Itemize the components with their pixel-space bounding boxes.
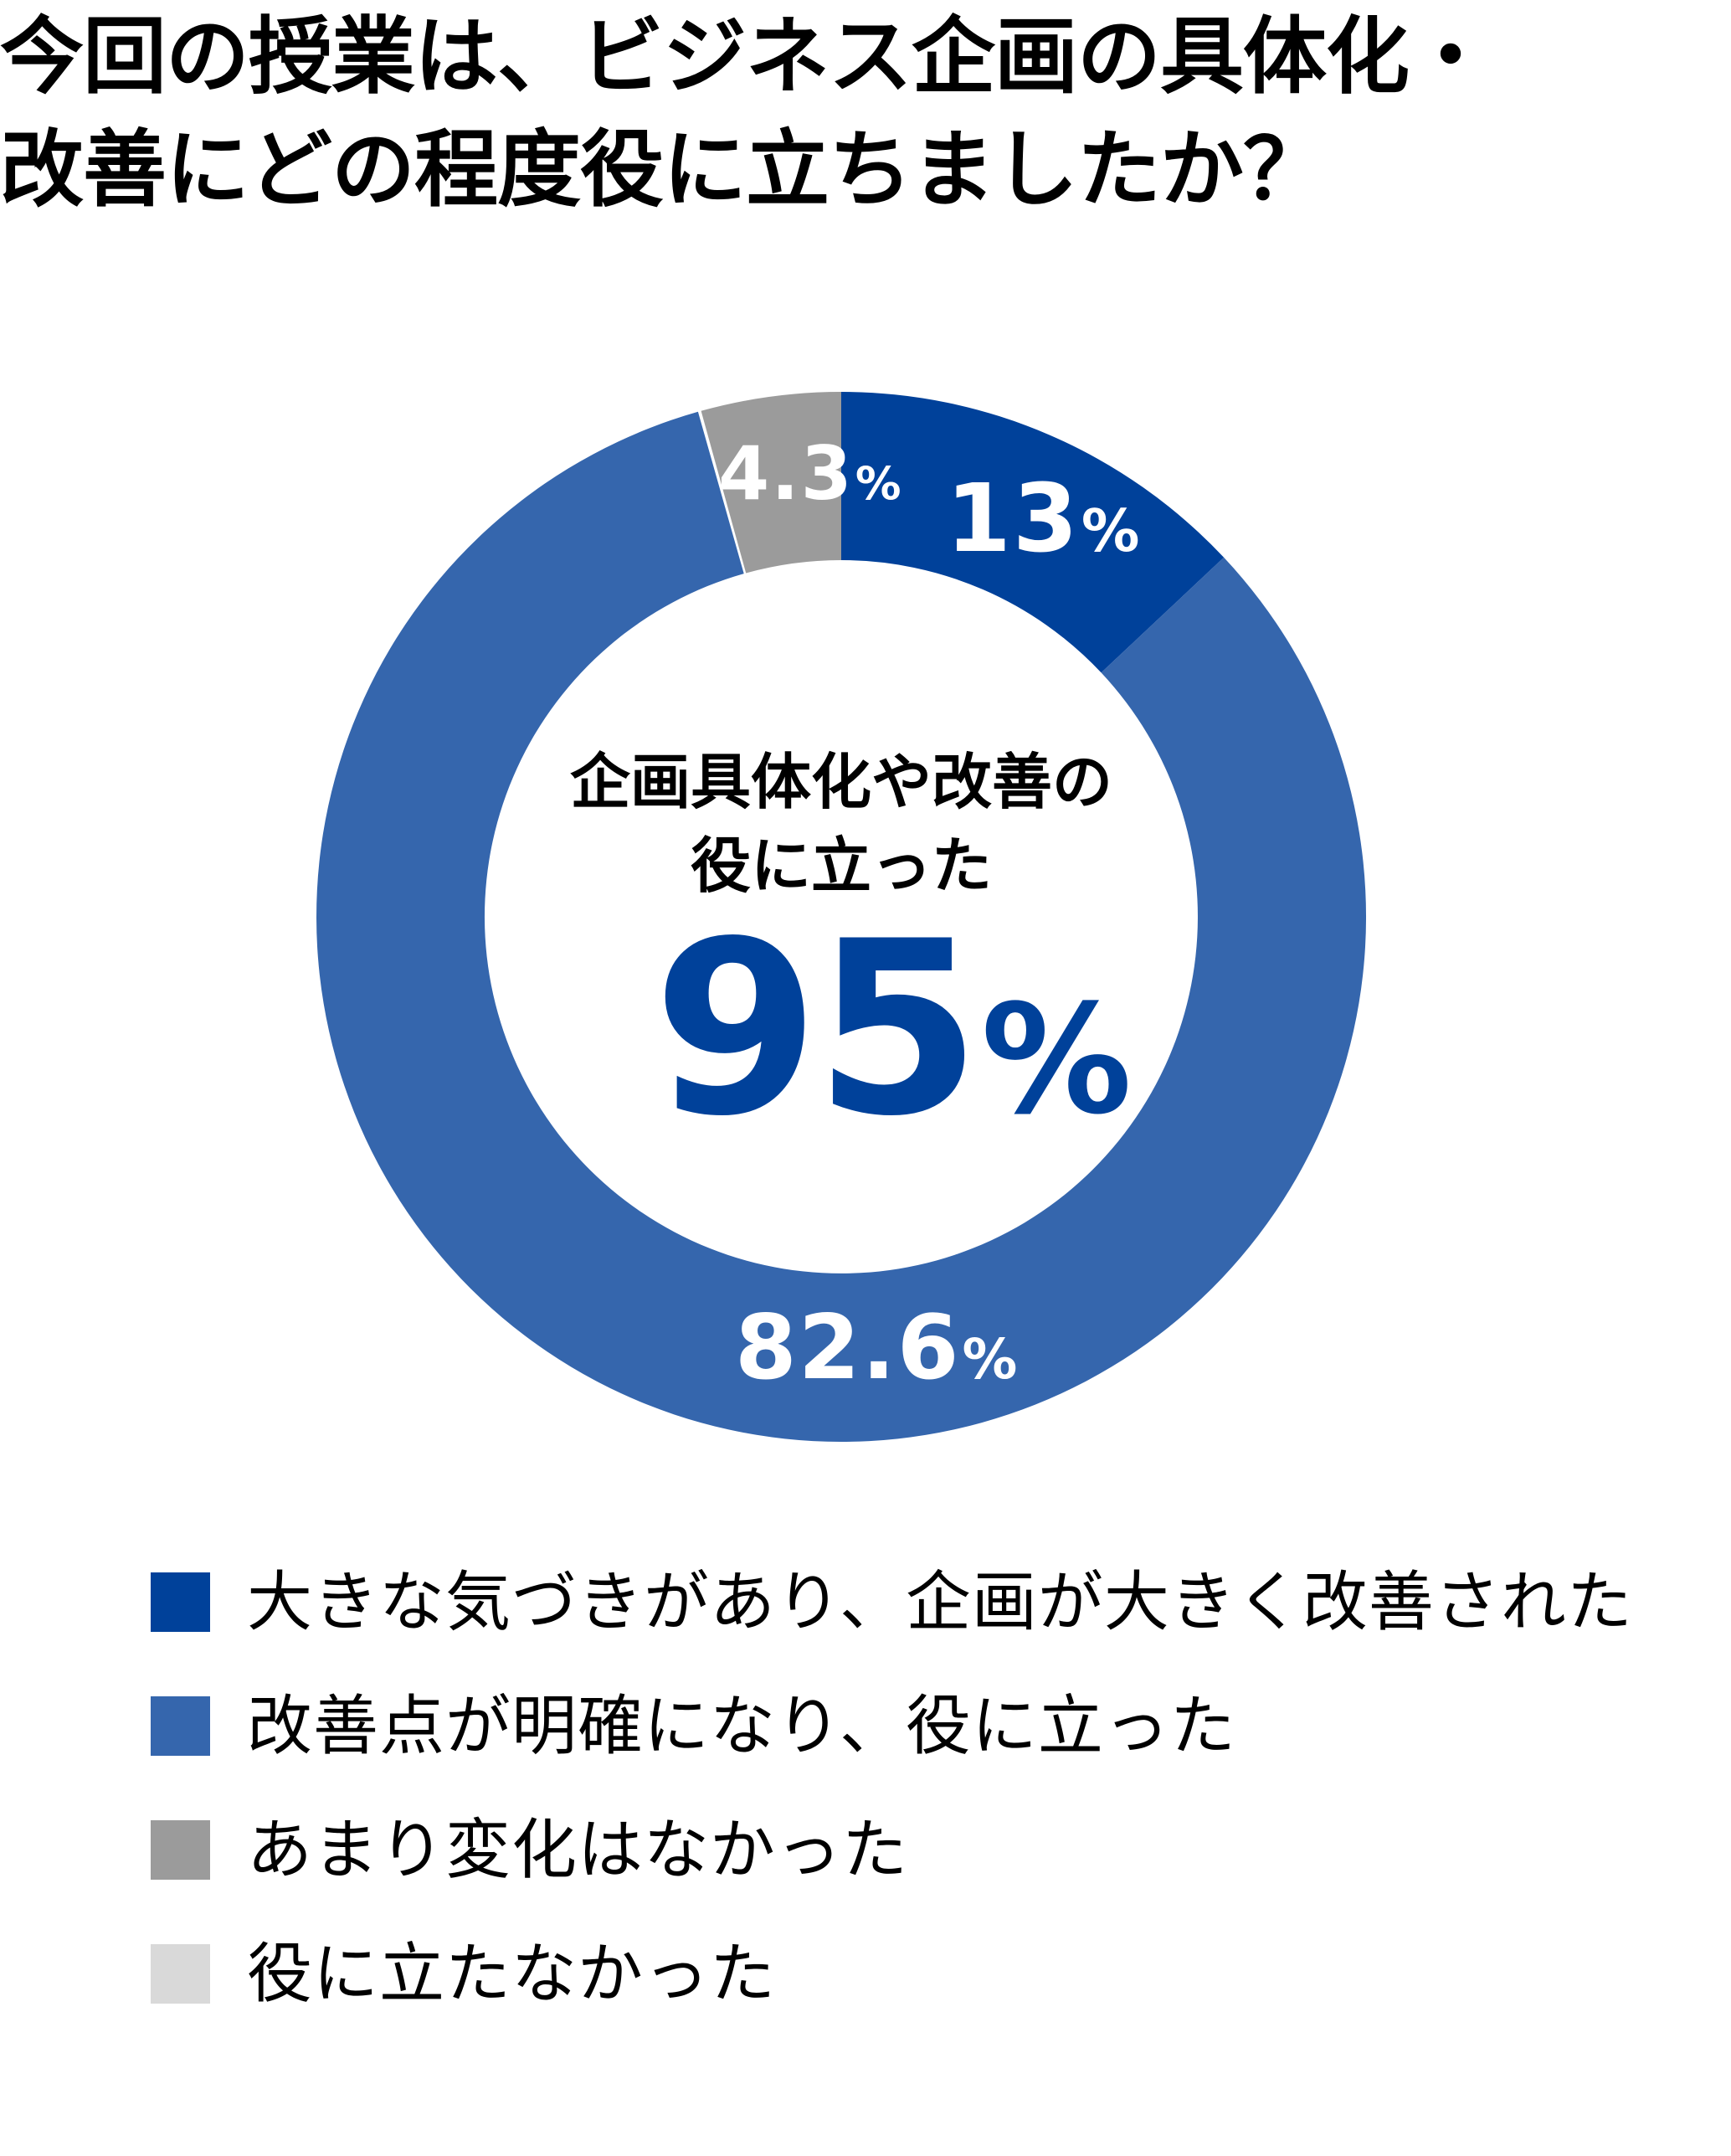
segment-label-value: 13: [946, 465, 1080, 574]
segment-label-unit: %: [1081, 498, 1142, 565]
chart-title-line-1: 今回の授業は、ビジネス企画の具体化・: [0, 8, 1492, 105]
legend-swatch: [151, 1696, 210, 1756]
center-total-unit: %: [981, 973, 1133, 1148]
donut-chart-graphic: [316, 392, 1367, 1442]
donut-segment-no-change: [701, 392, 841, 574]
legend-swatch: [151, 1572, 210, 1632]
center-total-value: 95%: [653, 904, 1132, 1233]
center-caption-line-1: 企画具体化や改善の: [569, 747, 1112, 817]
legend-label: 大きな気づきがあり、企画が大きく改善された: [247, 1565, 1633, 1640]
chart-title-line-2: 改善にどの程度役に立ちましたか？: [0, 121, 1327, 219]
legend-label: 役に立たなかった: [247, 1937, 777, 2012]
donut-chart: 13% 4.3% 82.6% 企画具体化や改善の 役に立った 95%: [316, 392, 1367, 1442]
segment-label-4-3: 4.3%: [718, 432, 903, 525]
donut-segment-helpful: [316, 411, 1367, 1442]
donut-segment-big-improvement: [841, 392, 1225, 673]
center-caption-line-2: 役に立った: [690, 831, 992, 901]
segment-label-82-6: 82.6%: [735, 1298, 1019, 1410]
chart-title: 今回の授業は、ビジネス企画の具体化・ 改善にどの程度役に立ちましたか？: [0, 0, 1731, 226]
legend-swatch: [151, 1820, 210, 1880]
segment-label-value: 4.3: [718, 430, 854, 517]
legend-swatch: [151, 1944, 210, 2004]
segment-label-unit: %: [962, 1328, 1020, 1392]
segment-label-unit: %: [855, 456, 903, 510]
segment-label-13: 13%: [946, 469, 1141, 582]
legend-label: 改善点が明確になり、役に立った: [247, 1689, 1236, 1764]
legend-label: あまり変化はなかった: [247, 1813, 909, 1888]
center-total-number: 95: [653, 891, 981, 1169]
segment-label-value: 82.6: [735, 1296, 961, 1399]
